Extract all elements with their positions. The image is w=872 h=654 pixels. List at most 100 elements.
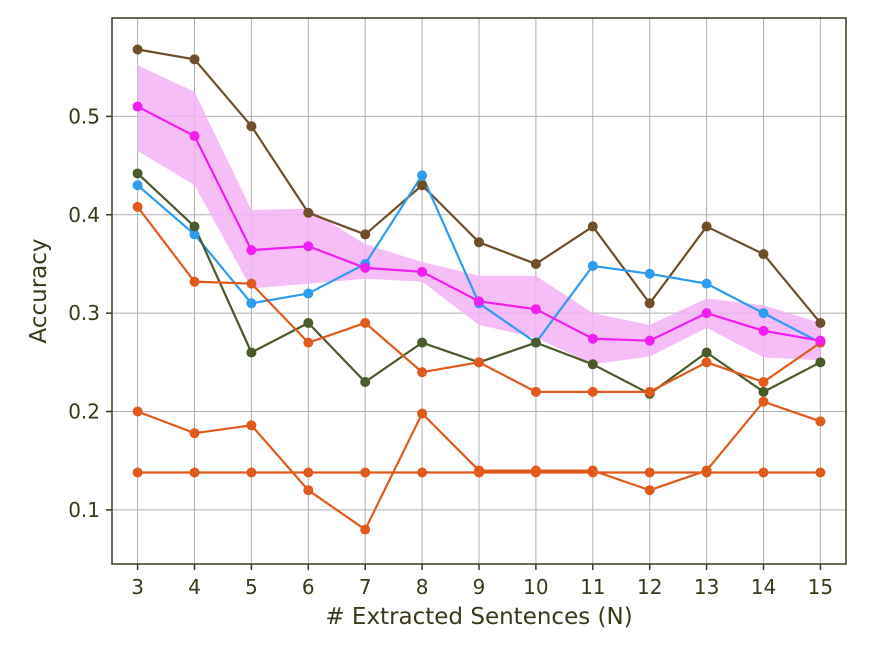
series-points xyxy=(132,44,826,535)
series-1-point xyxy=(701,278,712,289)
series-6-point xyxy=(701,308,712,319)
series-2-point xyxy=(132,168,143,179)
series-2-point xyxy=(587,359,598,370)
series-3-point xyxy=(758,377,769,387)
x-tick-label: 3 xyxy=(131,575,144,599)
series-0-point xyxy=(644,298,655,309)
series-6-point xyxy=(360,262,371,273)
series-2-point xyxy=(701,347,712,358)
series-0-point xyxy=(530,258,541,269)
y-tick-labels: 0.1 0.2 0.3 0.4 0.5 xyxy=(68,104,112,522)
series-1-point xyxy=(132,180,143,191)
series-5-point xyxy=(189,467,200,478)
x-tick-label: 6 xyxy=(302,575,315,599)
series-0-point xyxy=(246,121,257,132)
series-6-point xyxy=(417,266,428,277)
series-3-point xyxy=(246,278,257,289)
series-5-point xyxy=(474,467,484,478)
y-tick-label: 0.1 xyxy=(68,498,100,522)
x-tick-label: 13 xyxy=(694,575,719,599)
series-6-point xyxy=(587,333,598,344)
y-tick-label: 0.2 xyxy=(68,400,100,424)
x-tick-label: 15 xyxy=(808,575,833,599)
series-0-point xyxy=(360,229,371,240)
x-tick-label: 7 xyxy=(359,575,372,599)
series-0-point xyxy=(303,207,314,218)
series-6-point xyxy=(132,101,143,112)
y-tick-label: 0.3 xyxy=(68,301,100,325)
series-1-point xyxy=(246,298,257,309)
series-3-point xyxy=(132,201,143,212)
series-3-point xyxy=(644,386,655,397)
series-0-point xyxy=(189,54,200,65)
series-2-point xyxy=(530,337,541,348)
y-tick-label: 0.4 xyxy=(68,203,100,227)
series-6-point xyxy=(303,241,314,252)
x-tick-label: 4 xyxy=(188,575,201,599)
x-tick-label: 8 xyxy=(416,575,429,599)
series-5-point xyxy=(132,467,143,478)
y-tick-label: 0.5 xyxy=(68,104,100,128)
series-0-point xyxy=(417,180,428,191)
series-6-point xyxy=(189,131,200,142)
series-5-point xyxy=(815,467,826,478)
x-axis-label: # Extracted Sentences (N) xyxy=(325,604,632,630)
series-5-point xyxy=(701,467,712,478)
series-5-point xyxy=(360,467,371,478)
series-5-point xyxy=(644,467,655,478)
series-5-point xyxy=(587,467,598,478)
series-6-point xyxy=(758,325,769,336)
series-4-point xyxy=(303,485,314,496)
series-2-point xyxy=(758,386,769,397)
x-tick-label: 10 xyxy=(523,575,548,599)
series-1-point xyxy=(644,268,655,279)
series-3-point xyxy=(587,386,598,397)
series-5-point xyxy=(417,467,428,478)
series-4-point xyxy=(360,524,371,535)
series-0-point xyxy=(758,249,769,260)
series-3-point xyxy=(474,357,484,368)
x-tick-label: 5 xyxy=(245,575,258,599)
series-3-point xyxy=(417,367,428,378)
x-tick-label: 11 xyxy=(580,575,605,599)
series-5-point xyxy=(246,467,257,478)
x-tick-labels: 3 4 5 6 7 8 9 10 11 12 13 14 15 xyxy=(131,564,833,599)
series-2-point xyxy=(360,377,371,387)
y-axis-label: Accuracy xyxy=(26,238,52,343)
series-3-point xyxy=(530,386,541,397)
series-3-point xyxy=(303,337,314,348)
x-tick-label: 9 xyxy=(473,575,486,599)
series-6-point xyxy=(530,304,541,315)
series-0-point xyxy=(474,237,484,248)
series-1-point xyxy=(189,229,200,240)
series-4-point xyxy=(644,485,655,496)
series-5-point xyxy=(303,467,314,478)
series-6-point xyxy=(815,335,826,346)
series-2-point xyxy=(417,337,428,348)
series-0-point xyxy=(815,317,826,328)
series-5-point xyxy=(758,467,769,478)
series-1-point xyxy=(303,288,314,299)
series-1-point xyxy=(758,308,769,319)
x-tick-label: 12 xyxy=(637,575,662,599)
series-4-point xyxy=(758,396,769,407)
series-6-point xyxy=(474,296,484,307)
series-2-point xyxy=(303,317,314,328)
series-3-point xyxy=(360,317,371,328)
series-0-point xyxy=(587,221,598,232)
series-5-point xyxy=(530,467,541,478)
series-0-point xyxy=(701,221,712,232)
series-2-point xyxy=(815,357,826,368)
series-2-point xyxy=(246,347,257,358)
x-tick-label: 14 xyxy=(751,575,776,599)
series-4-point xyxy=(246,420,257,431)
series-0-point xyxy=(132,44,143,55)
series-4-point xyxy=(132,406,143,417)
series-6-point xyxy=(246,245,257,256)
series-2-point xyxy=(189,221,200,232)
series-6-point xyxy=(644,335,655,346)
series-4-point xyxy=(815,416,826,427)
series-1-point xyxy=(417,170,428,181)
series-3-point xyxy=(189,276,200,287)
